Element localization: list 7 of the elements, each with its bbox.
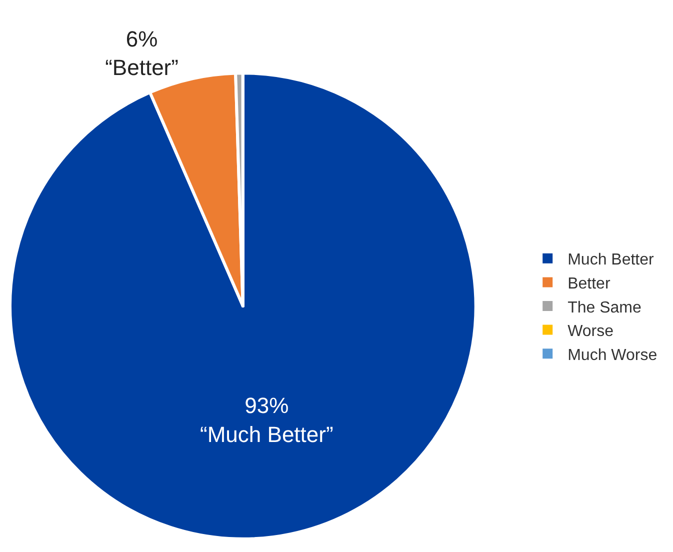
legend-label: The Same: [568, 299, 642, 316]
legend-label: Much Worse: [568, 346, 658, 364]
data-label: 93% “Much Better”: [200, 393, 334, 447]
data-label: 6% “Better”: [105, 26, 178, 80]
legend-label: Better: [568, 275, 611, 292]
legend-label: Worse: [568, 323, 614, 340]
legend-label: Much Better: [568, 252, 655, 269]
